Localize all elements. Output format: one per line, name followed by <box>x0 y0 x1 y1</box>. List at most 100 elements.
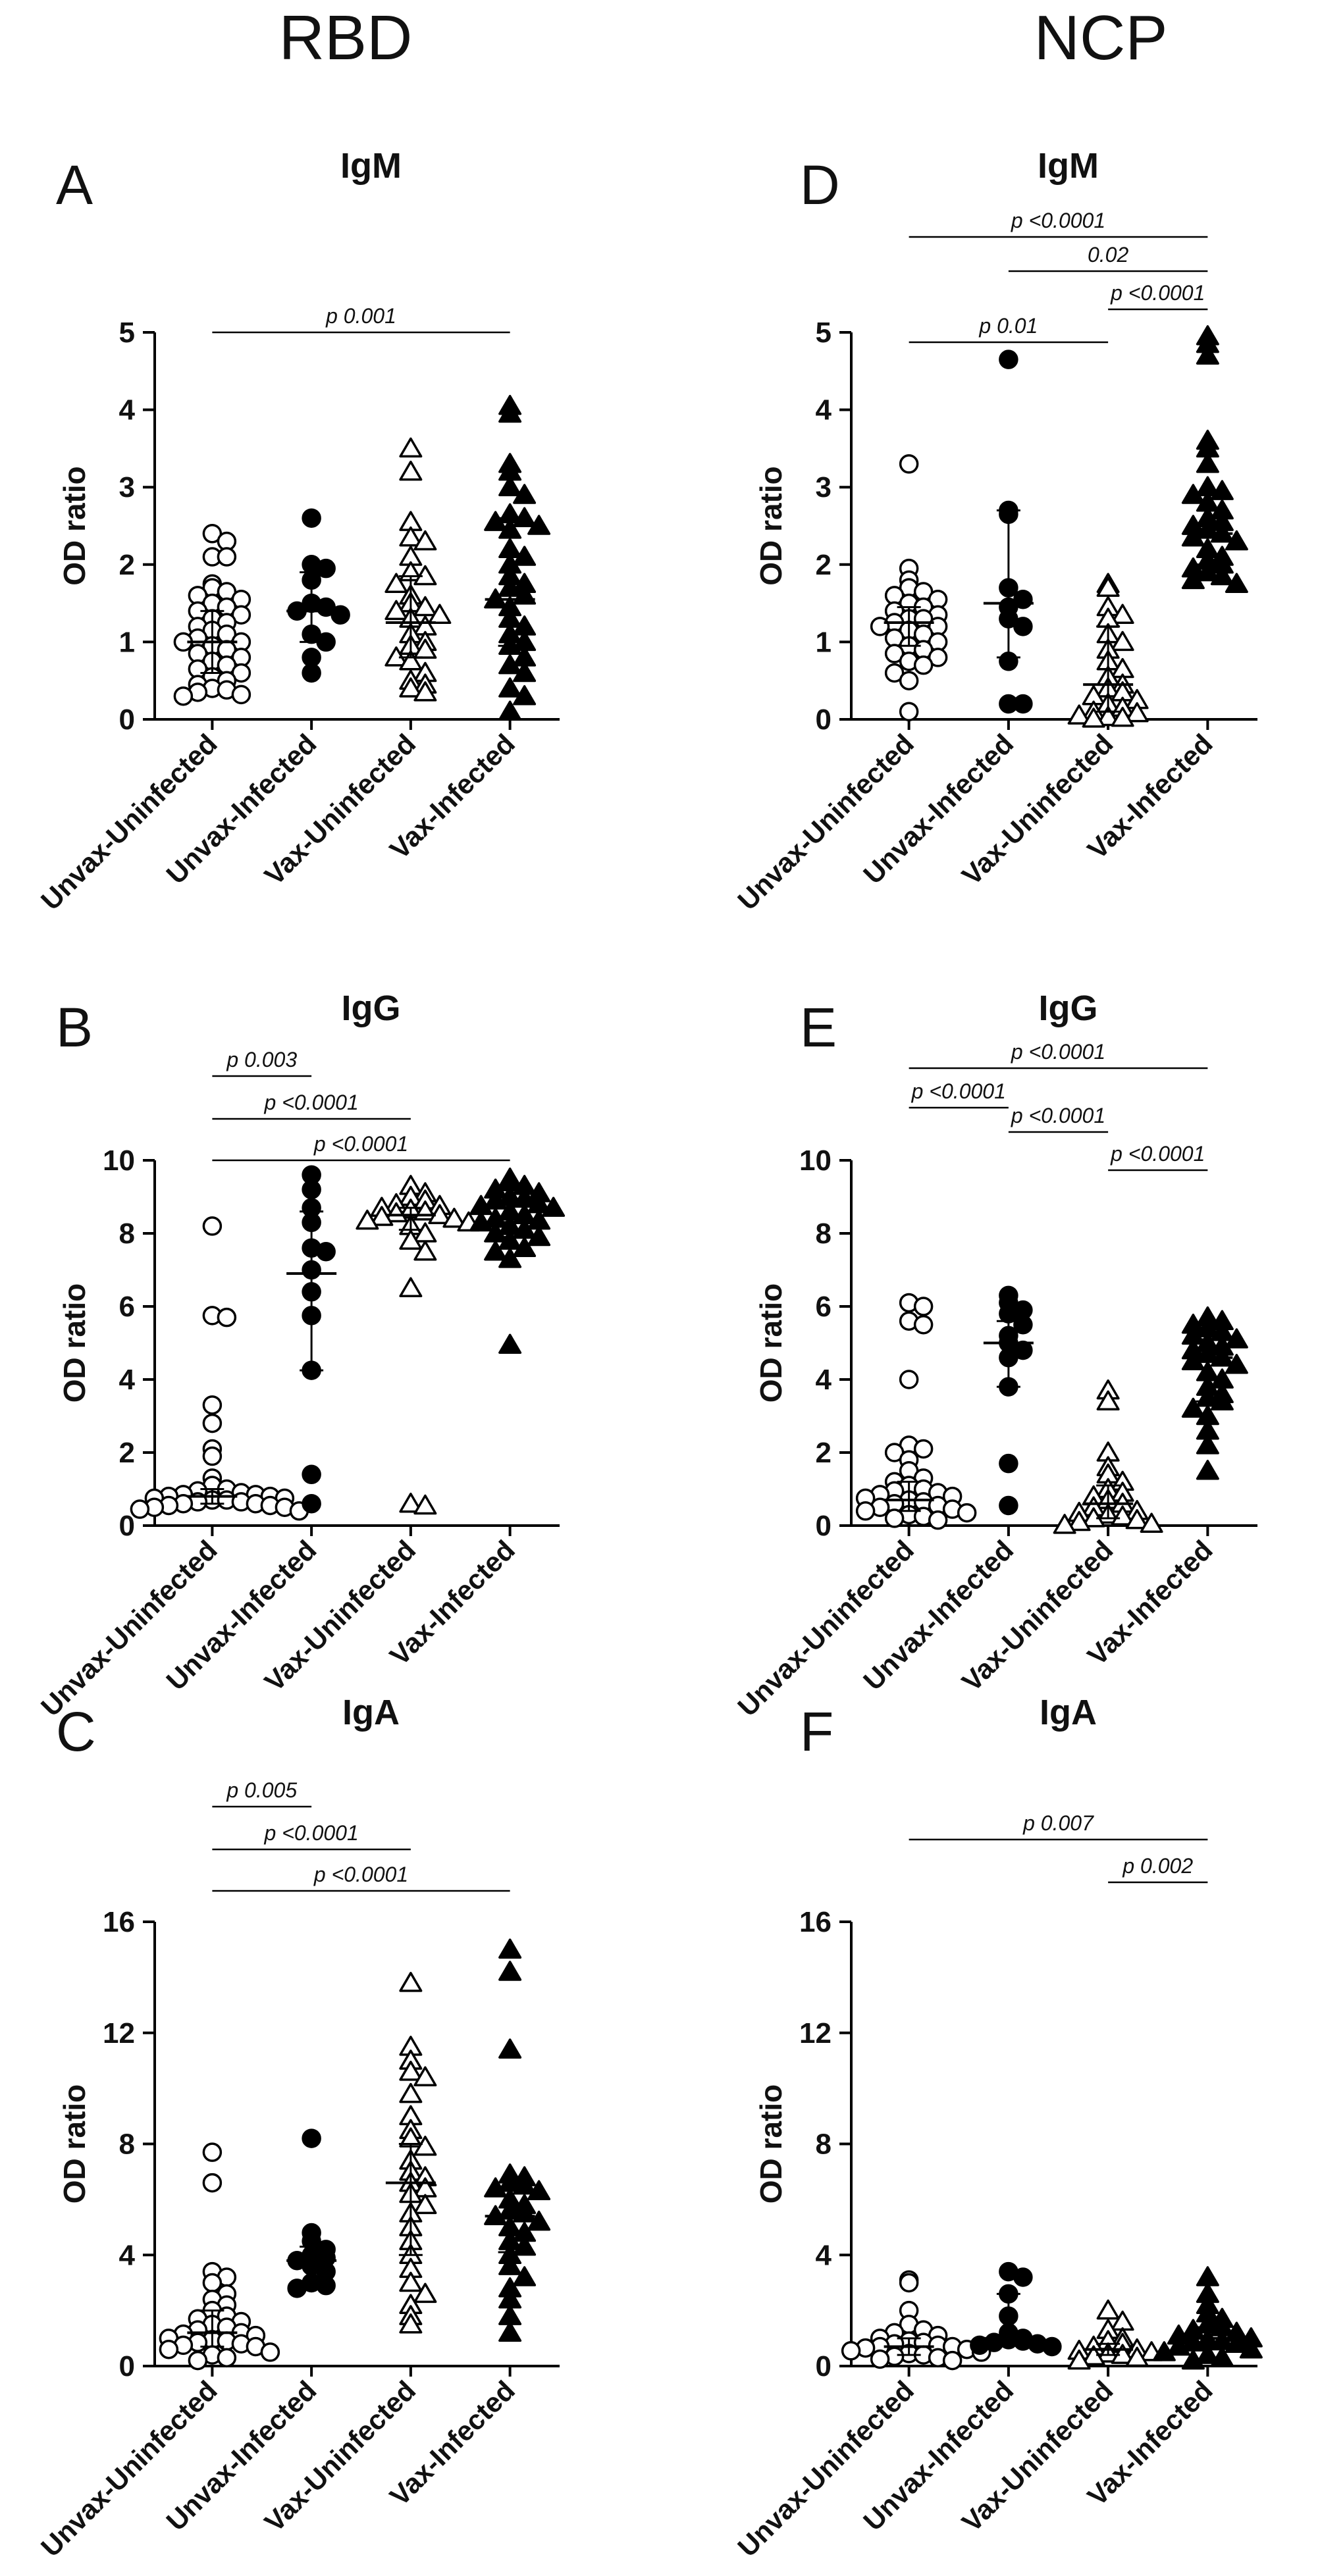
data-point <box>413 596 437 617</box>
series-vax-infected <box>1181 325 1248 593</box>
p-value-label: p <0.0001 <box>1011 209 1105 232</box>
data-point <box>1196 453 1219 473</box>
series-unvax-uninfected <box>159 2142 280 2371</box>
data-point <box>231 663 251 683</box>
y-tick-label: 10 <box>103 1145 135 1177</box>
y-tick-label: 0 <box>119 704 135 736</box>
data-point <box>399 2313 423 2334</box>
data-point <box>899 454 919 474</box>
data-point <box>999 1304 1018 1324</box>
y-axis-label: OD ratio <box>754 466 788 585</box>
y-tick-label: 4 <box>119 2239 136 2271</box>
y-tick-label: 6 <box>119 1291 135 1323</box>
data-point <box>498 654 522 675</box>
data-point <box>999 349 1018 369</box>
data-point <box>1181 526 1205 547</box>
series-unvax-uninfected <box>130 1216 309 1521</box>
column-title-ncp: NCP <box>1034 3 1168 73</box>
data-point <box>884 1508 905 1528</box>
series-vax-uninfected <box>385 1972 437 2334</box>
data-point <box>399 437 423 458</box>
data-point <box>442 1208 466 1228</box>
data-point <box>498 700 522 721</box>
data-point <box>202 524 223 544</box>
data-point <box>413 1494 437 1515</box>
y-axis-label: OD ratio <box>754 1283 788 1403</box>
data-point <box>1013 694 1033 714</box>
data-point <box>1225 1328 1248 1349</box>
data-point <box>399 2061 423 2081</box>
data-point <box>399 460 423 481</box>
p-value-label: p <0.0001 <box>264 1091 359 1114</box>
y-tick-label: 4 <box>119 1364 136 1396</box>
p-value-label: p <0.0001 <box>1110 1142 1205 1166</box>
data-point <box>1096 2299 1120 2320</box>
p-value-label: p 0.003 <box>226 1048 297 1071</box>
data-point <box>1181 1350 1205 1370</box>
y-tick-label: 6 <box>816 1291 832 1323</box>
series-vax-uninfected <box>1053 1379 1163 1534</box>
data-point <box>484 511 508 531</box>
data-point <box>1196 1434 1219 1455</box>
data-point <box>1210 565 1234 586</box>
data-point <box>498 1961 522 1981</box>
panel-title: IgA <box>342 1693 400 1732</box>
y-tick-label: 0 <box>816 1510 832 1542</box>
data-point <box>513 661 537 683</box>
y-axis-label: OD ratio <box>57 1283 92 1403</box>
y-tick-label: 3 <box>119 471 135 503</box>
data-point <box>1181 2349 1205 2370</box>
panel-letter: C <box>56 1701 96 1763</box>
data-point <box>1225 2332 1248 2353</box>
y-tick-label: 5 <box>816 317 832 349</box>
data-point <box>913 1297 934 1316</box>
data-point <box>1013 1315 1033 1335</box>
data-point <box>928 648 948 667</box>
y-tick-label: 16 <box>103 1906 135 1938</box>
data-point <box>498 1248 522 1268</box>
data-point <box>1096 577 1120 597</box>
data-point <box>527 2180 551 2200</box>
series-unvax-infected <box>970 2261 1062 2357</box>
series-vax-infected <box>469 1168 566 1354</box>
data-point <box>513 1237 537 1257</box>
data-point <box>173 686 194 706</box>
panel-letter: B <box>56 996 93 1058</box>
y-tick-label: 8 <box>816 2128 832 2161</box>
data-point <box>413 681 437 702</box>
data-point <box>1111 604 1134 624</box>
data-point <box>316 1242 336 1262</box>
data-point <box>413 2282 437 2304</box>
data-point <box>498 1333 522 1354</box>
p-value-label: p <0.0001 <box>1110 281 1205 305</box>
data-point <box>330 605 350 625</box>
data-point <box>202 2142 223 2162</box>
y-tick-label: 10 <box>799 1145 832 1177</box>
data-point <box>399 1277 423 1297</box>
series-vax-infected <box>484 394 551 721</box>
data-point <box>1111 706 1134 727</box>
data-point <box>899 671 919 690</box>
data-point <box>513 2235 537 2256</box>
data-point <box>413 530 437 551</box>
data-point <box>202 2273 223 2293</box>
data-point <box>202 1413 223 1433</box>
data-point <box>1140 1512 1163 1533</box>
p-value-label: 0.02 <box>1088 243 1128 267</box>
data-point <box>1125 2346 1149 2367</box>
data-point <box>513 484 537 504</box>
y-axis-label: OD ratio <box>57 466 92 585</box>
data-point <box>399 1972 423 1992</box>
data-point <box>302 1179 321 1200</box>
series-vax-infected <box>1181 1306 1248 1480</box>
panel-letter: D <box>800 154 840 216</box>
y-tick-label: 0 <box>816 704 832 736</box>
y-tick-label: 0 <box>816 2350 832 2383</box>
data-point <box>202 1216 223 1236</box>
data-point <box>302 1464 321 1485</box>
data-point <box>855 1501 876 1521</box>
panel-title: IgM <box>1038 146 1099 186</box>
p-value-label: p <0.0001 <box>264 1821 359 1845</box>
data-point <box>413 1241 437 1261</box>
p-value-label: p <0.0001 <box>313 1863 408 1886</box>
